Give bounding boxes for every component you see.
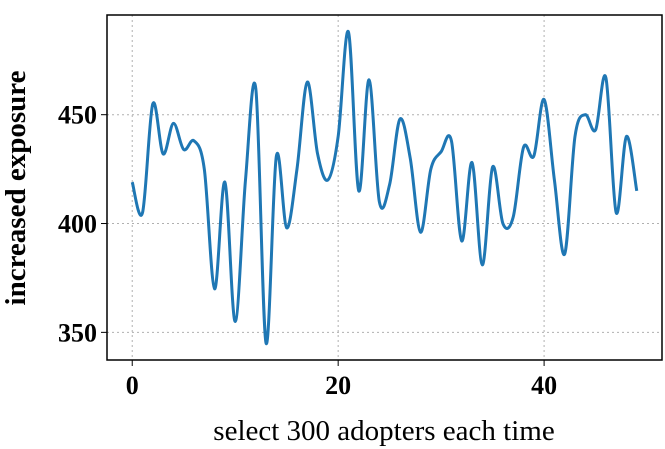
x-tick-label: 0 [126, 371, 139, 400]
y-axis-label: increased exposure [0, 70, 32, 305]
plot-frame [106, 14, 663, 361]
x-axis-label: select 300 adopters each time [213, 415, 554, 447]
x-tick-label: 20 [325, 371, 351, 400]
y-tick-label: 450 [58, 101, 97, 130]
line [130, 30, 639, 345]
y-tick-label: 350 [58, 318, 97, 347]
y-tick-label: 400 [58, 210, 97, 239]
x-tick-label: 40 [531, 371, 557, 400]
